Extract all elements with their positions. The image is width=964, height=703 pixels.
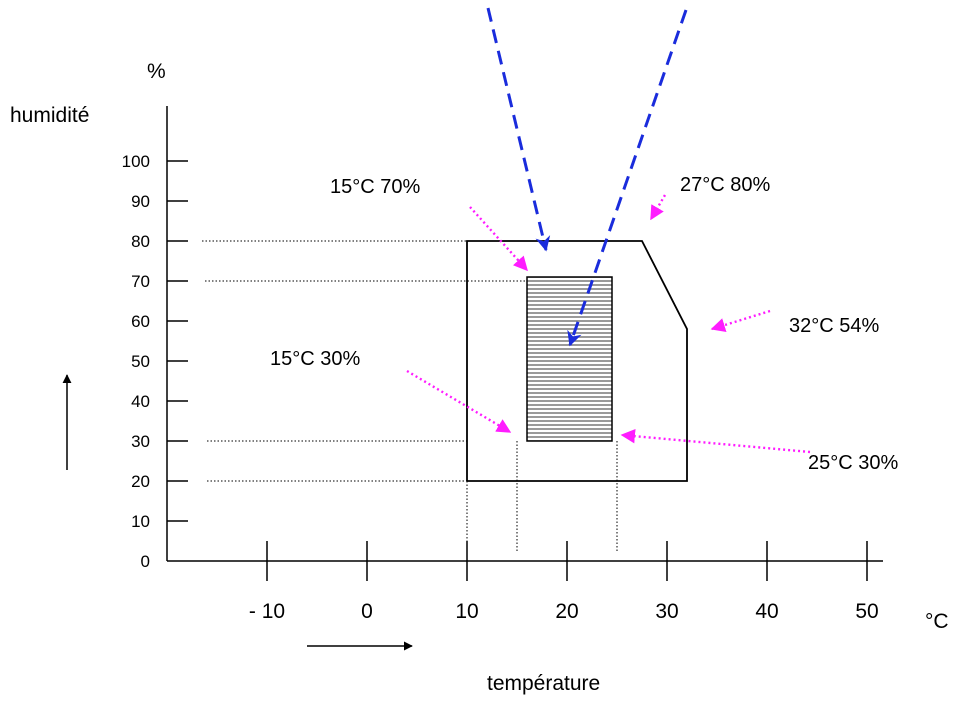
y-tick-label: 90 <box>131 192 150 211</box>
annotation-label: 15°C 30% <box>270 348 360 370</box>
y-tick-label: 10 <box>131 512 150 531</box>
y-tick-label: 20 <box>131 472 150 491</box>
annotation-arrow <box>469 206 528 272</box>
y-axis-label: humidité <box>10 104 89 127</box>
annotation-arrow <box>406 369 512 434</box>
annotation-arrow <box>710 309 771 333</box>
x-tick-label: 50 <box>855 600 878 623</box>
y-tick-label: 80 <box>131 232 150 251</box>
blue-dashed-arrow <box>486 7 551 252</box>
blue-dashed-arrow <box>567 9 688 347</box>
annotation-label: 32°C 54% <box>789 315 879 337</box>
y-tick-label: 30 <box>131 432 150 451</box>
x-tick-label: 0 <box>361 600 373 623</box>
annotation-arrow <box>649 194 667 221</box>
y-tick-label: 0 <box>141 552 150 571</box>
x-tick-label: - 10 <box>249 600 285 623</box>
annotation-label: 15°C 70% <box>330 176 420 198</box>
y-tick-label: 50 <box>131 352 150 371</box>
inner-zone-rect <box>526 276 613 442</box>
annotation-arrow <box>620 428 811 454</box>
annotation-label: 25°C 30% <box>808 452 898 474</box>
x-axis-label: température <box>487 672 600 695</box>
x-tick-label: 30 <box>655 600 678 623</box>
x-unit-label: °C <box>925 610 949 633</box>
annotation-label: 27°C 80% <box>680 174 770 196</box>
y-tick-label: 40 <box>131 392 150 411</box>
y-tick-label: 100 <box>122 152 150 171</box>
outer-zone-outline <box>466 240 688 482</box>
y-unit-label: % <box>147 60 166 83</box>
x-tick-label: 20 <box>555 600 578 623</box>
y-tick-label: 70 <box>131 272 150 291</box>
x-tick-label: 10 <box>455 600 478 623</box>
y-tick-label: 60 <box>131 312 150 331</box>
x-tick-label: 40 <box>755 600 778 623</box>
